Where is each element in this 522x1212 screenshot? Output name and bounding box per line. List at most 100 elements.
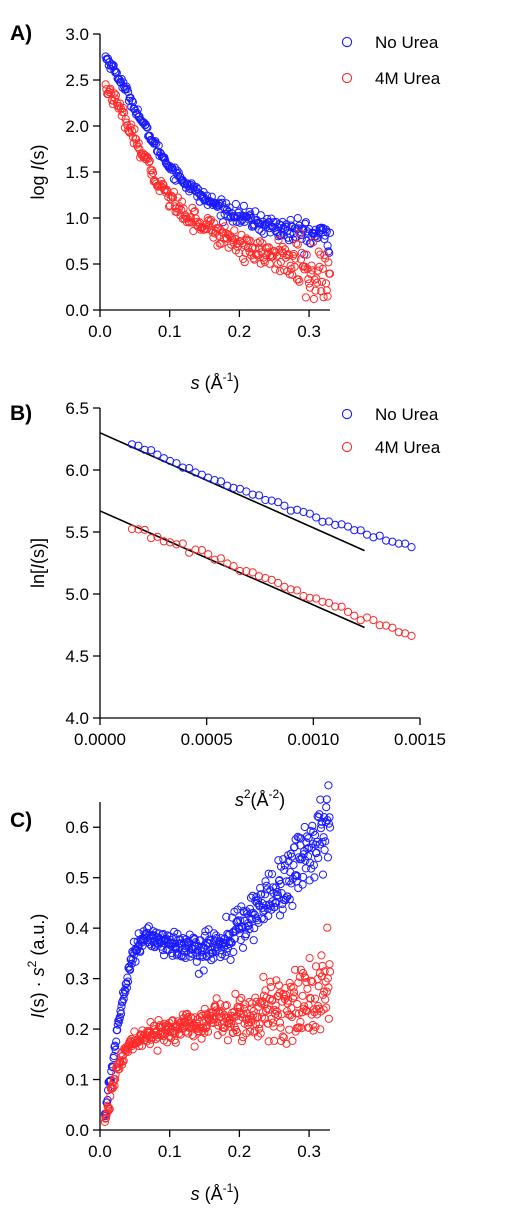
data-point [131,957,140,966]
data-point [322,286,331,295]
data-point [110,89,119,98]
y-tick-label: 6.5 [65,399,89,418]
data-point [199,966,208,975]
data-point [255,237,265,246]
x-tick-label: 0.3 [297,322,321,341]
data-point [236,211,245,220]
data-point [325,269,335,278]
data-point [312,513,321,522]
data-point [255,1024,264,1033]
data-point [301,856,310,865]
data-point [320,987,329,996]
data-point [317,972,326,981]
x-tick-label: 0.0010 [287,730,339,749]
data-point [321,231,330,240]
legend-marker [341,408,353,420]
data-point [267,575,276,585]
data-point [144,922,153,931]
y-tick-label: 2.5 [65,71,89,90]
data-point [309,294,318,304]
data-point [311,1022,320,1032]
data-point [248,891,257,900]
data-point [217,239,226,248]
data-point [350,611,359,620]
data-point [101,1113,111,1123]
data-point [356,526,365,535]
data-point [271,265,280,274]
data-point [217,1008,226,1017]
y-tick-label: 4.0 [65,709,89,728]
data-point [311,962,321,971]
data-point [104,1103,113,1112]
data-point [153,532,162,541]
data-point [204,550,213,559]
data-point [270,1036,279,1045]
data-point [251,914,260,923]
data-point [300,1002,309,1011]
data-point [309,861,318,870]
data-point [127,524,137,534]
data-point [308,266,317,275]
data-point [301,262,310,271]
data-point [172,459,181,468]
data-point [276,257,285,267]
data-point [266,983,275,992]
x-axis-label: s (Å-1) [191,370,240,393]
x-axis-label: s2(Å-2) [235,787,285,810]
data-point [249,936,258,945]
data-point [298,224,307,233]
data-point [267,496,276,505]
data-point [311,286,320,295]
data-point [264,911,273,921]
data-point [317,277,327,286]
data-point [257,890,266,899]
data-point [319,1005,328,1014]
data-point [241,248,250,258]
data-point [322,1003,331,1012]
data-point [289,249,298,259]
y-tick-label: 6.0 [65,461,89,480]
data-point [245,925,254,934]
data-point [301,218,310,227]
data-point [290,262,299,271]
data-point [304,834,313,843]
legend-marker [341,36,353,48]
data-point [350,526,359,535]
data-point [185,218,194,227]
y-axis-label: ln[I(s)] [28,538,48,588]
y-tick-label: 5.0 [65,585,89,604]
data-point [216,1000,225,1009]
data-point [248,568,257,577]
data-point [276,231,285,240]
data-point [159,537,168,546]
data-point [135,1041,144,1051]
data-point [325,967,335,976]
data-point [239,201,248,210]
data-point [394,539,403,548]
data-point [270,902,279,912]
data-point [227,1011,236,1020]
x-tick-label: 0.2 [228,1142,252,1161]
series-2 [100,923,335,1127]
data-point [272,976,281,985]
data-point [306,270,315,279]
data-point [316,224,325,233]
data-point [305,593,314,602]
data-point [324,1014,333,1023]
data-point [233,1028,242,1037]
data-point [307,1010,316,1019]
x-tick-label: 0.0000 [74,730,126,749]
panel-label: A) [10,22,32,45]
data-point [119,103,128,113]
data-point [230,226,239,235]
data-point [244,211,253,220]
data-point [314,853,323,863]
data-point [145,156,154,166]
data-point [200,1028,209,1038]
data-point [316,795,325,804]
data-point [289,988,299,997]
data-point [302,838,311,847]
data-point [234,239,243,248]
data-point [212,994,221,1003]
data-point [292,239,301,248]
